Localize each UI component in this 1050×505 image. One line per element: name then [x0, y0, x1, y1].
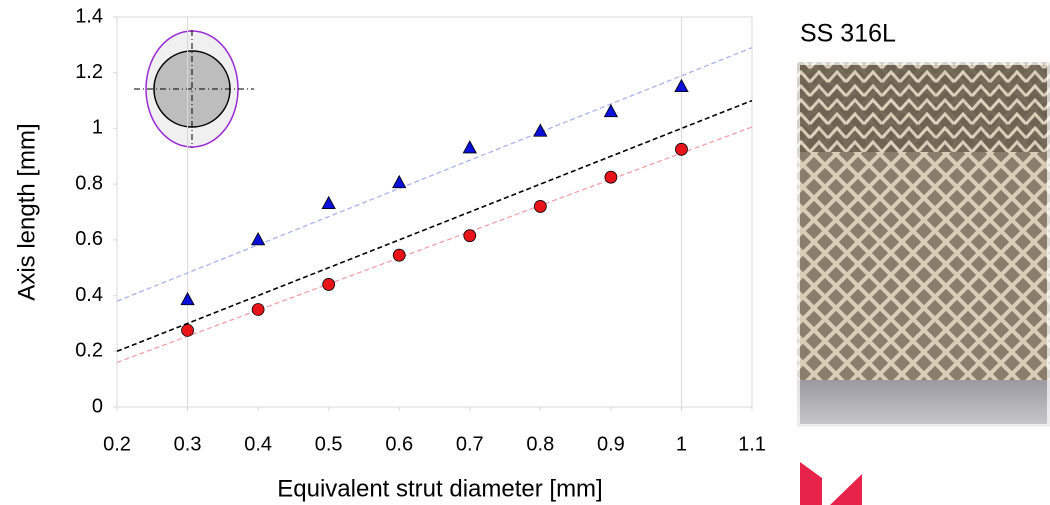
- y-tick-label: 0.8: [75, 172, 103, 194]
- x-tick-label: 0.5: [315, 433, 343, 455]
- x-axis-title: Equivalent strut diameter [mm]: [277, 475, 602, 502]
- y-tick-label: 0.6: [75, 228, 103, 250]
- data-point: [181, 323, 194, 337]
- data-point: [392, 248, 406, 262]
- x-tick-label: 1.1: [738, 433, 766, 455]
- x-tick-label: 0.4: [244, 433, 272, 455]
- x-tick-label: 0.7: [456, 433, 484, 455]
- data-point: [463, 229, 477, 243]
- data-point: [675, 142, 688, 156]
- data-point: [604, 170, 618, 184]
- data-point: [674, 78, 689, 93]
- y-tick-label: 0.2: [75, 340, 103, 362]
- data-point: [251, 303, 265, 316]
- inset-icon: [134, 30, 254, 148]
- y-axis-title: Axis length [mm]: [13, 123, 40, 300]
- data-point: [533, 200, 547, 213]
- x-tick-label: 0.9: [597, 433, 625, 455]
- trend-line: [116, 47, 753, 302]
- trend-line: [116, 126, 753, 364]
- data-point: [533, 123, 548, 137]
- x-tick-label: 0.8: [526, 433, 554, 455]
- photo-caption: SS 316L: [800, 20, 896, 48]
- trend-line: [116, 99, 753, 353]
- data-point: [603, 103, 619, 118]
- data-point: [180, 291, 195, 306]
- logo: [800, 462, 862, 505]
- plot-frame: [116, 16, 753, 408]
- lattice-photo: [794, 59, 1050, 430]
- x-tick-label: 1: [676, 433, 687, 455]
- data-point: [392, 174, 407, 189]
- y-tick-label: 0: [92, 395, 103, 417]
- data-point: [322, 278, 336, 291]
- x-tick-label: 0.2: [103, 433, 131, 455]
- y-tick-label: 1.2: [75, 61, 103, 83]
- data-point: [462, 140, 477, 154]
- data-point: [321, 195, 336, 210]
- y-tick-label: 1.4: [75, 5, 103, 27]
- data-point: [250, 232, 266, 246]
- x-tick-label: 0.6: [385, 433, 413, 455]
- y-tick-label: 1: [92, 117, 103, 139]
- x-tick-label: 0.3: [174, 433, 202, 455]
- y-tick-label: 0.4: [75, 284, 103, 306]
